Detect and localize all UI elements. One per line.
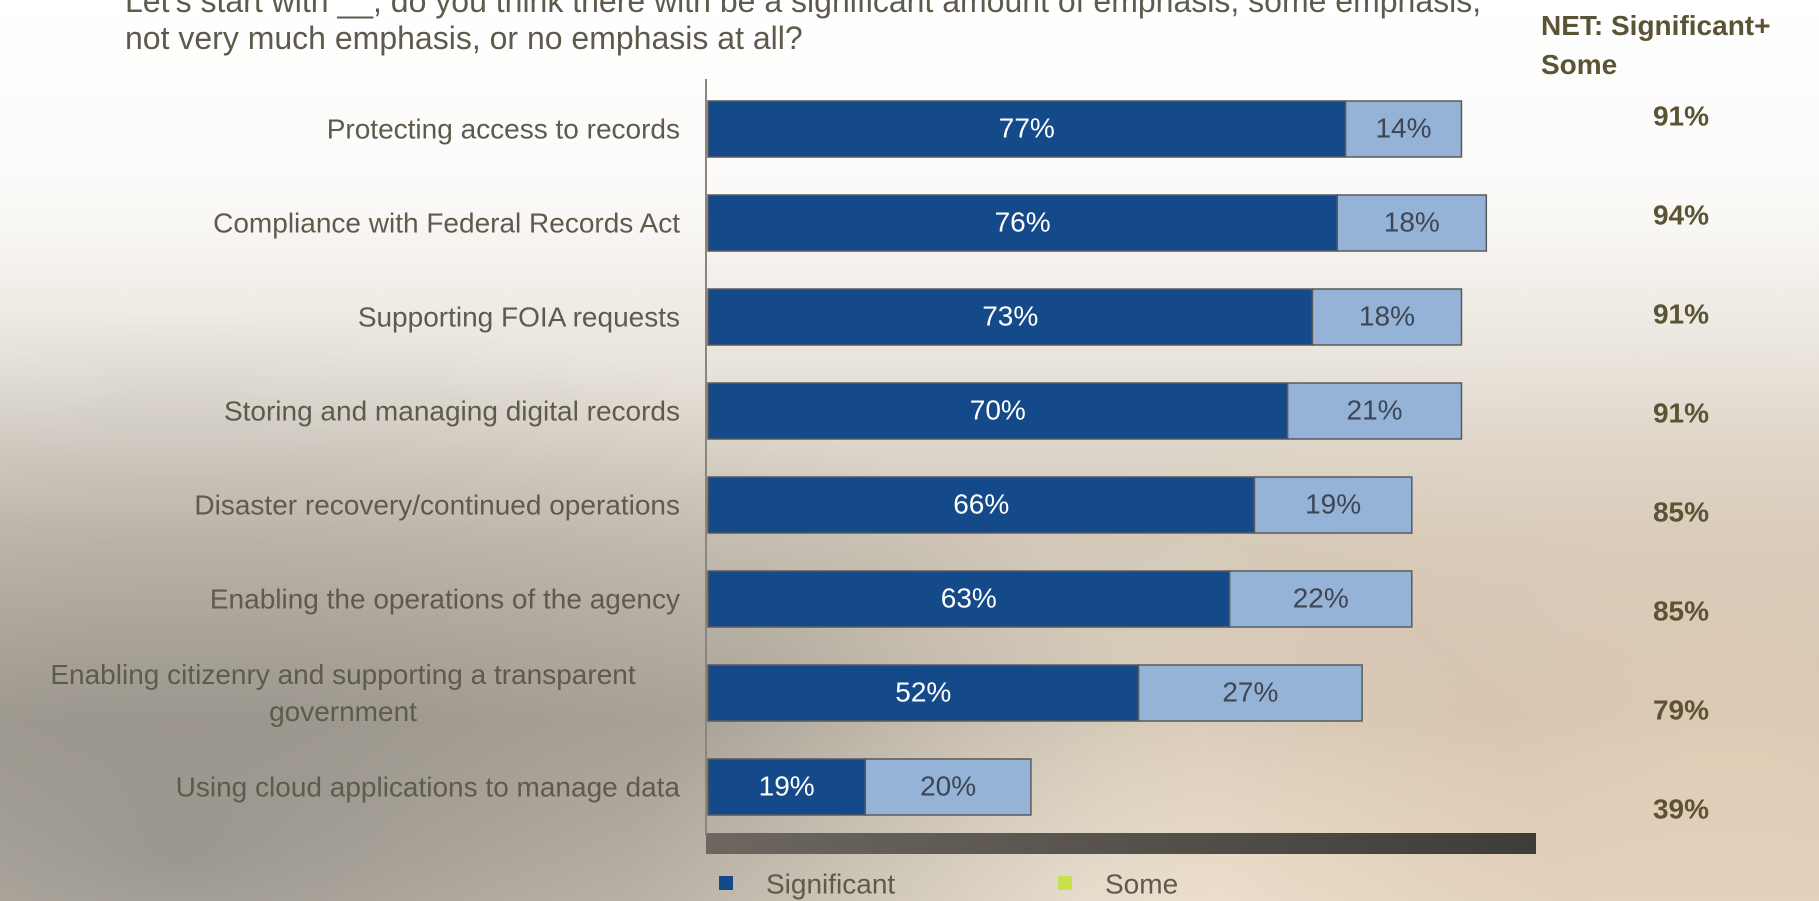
bar-segment (1311, 288, 1463, 346)
category-label: Compliance with Federal Records Act (6, 205, 680, 242)
data-label: 22% (1293, 582, 1349, 613)
legend-marker (1058, 876, 1072, 890)
net-value: 85% (1653, 595, 1709, 626)
legend-label: Some (1105, 868, 1178, 899)
bar-segment (707, 194, 1339, 252)
category-text: Protecting access to records (326, 113, 680, 145)
data-label: 19% (1305, 488, 1361, 519)
legend-marker (719, 876, 733, 890)
bar-segment (707, 664, 1140, 722)
bar-segment (1228, 570, 1413, 628)
bar-segment (1344, 100, 1463, 158)
bar-segment (1253, 476, 1413, 534)
bar-segment (707, 476, 1256, 534)
data-label: 76% (995, 206, 1051, 237)
data-label: 18% (1359, 300, 1415, 331)
net-value: 79% (1653, 694, 1709, 725)
category-label: Storing and managing digital records (6, 393, 680, 430)
data-label: 70% (970, 394, 1026, 425)
category-label: Disaster recovery/continued operations (6, 487, 680, 524)
category-label: Using cloud applications to manage data (6, 769, 680, 806)
category-text: Compliance with Federal Records Act (213, 207, 680, 239)
legend-label: Significant (766, 868, 895, 899)
net-value: 94% (1653, 199, 1709, 230)
net-value: 91% (1653, 397, 1709, 428)
net-value: 39% (1653, 793, 1709, 824)
data-label: 18% (1384, 206, 1440, 237)
category-text: Using cloud applications to manage data (175, 771, 680, 803)
chart-title: Let's start with __, do you think there … (125, 0, 1482, 56)
data-label: 63% (941, 582, 997, 613)
bar-segment (707, 100, 1347, 158)
data-label: 27% (1222, 676, 1278, 707)
bar-segment (707, 570, 1231, 628)
bar-segment (707, 288, 1314, 346)
data-label: 52% (895, 676, 951, 707)
category-text: Supporting FOIA requests (357, 301, 680, 333)
category-label: Enabling the operations of the agency (6, 581, 680, 618)
bar-segment (864, 758, 1032, 816)
category-text: Storing and managing digital records (223, 395, 680, 427)
category-text: Enabling citizenry and supporting a tran… (50, 659, 636, 727)
net-value: 91% (1653, 100, 1709, 131)
data-label: 73% (982, 300, 1038, 331)
category-label: Supporting FOIA requests (6, 299, 680, 336)
category-text: Enabling the operations of the agency (209, 583, 680, 615)
data-label: 66% (953, 488, 1009, 519)
data-label: 20% (920, 770, 976, 801)
data-label: 77% (999, 112, 1055, 143)
bar-segment (1286, 382, 1463, 440)
data-label: 21% (1347, 394, 1403, 425)
axis-band (706, 833, 1536, 854)
bar-segment (1336, 194, 1488, 252)
category-label: Protecting access to records (6, 111, 680, 148)
category-text: Disaster recovery/continued operations (194, 489, 680, 521)
bar-segment (1137, 664, 1363, 722)
net-value: 85% (1653, 496, 1709, 527)
category-label: Enabling citizenry and supporting a tran… (6, 656, 680, 730)
data-label: 14% (1375, 112, 1431, 143)
data-label: 19% (759, 770, 815, 801)
net-header: NET: Significant+ Some (1541, 10, 1771, 80)
net-value: 91% (1653, 298, 1709, 329)
bar-segment (707, 382, 1289, 440)
